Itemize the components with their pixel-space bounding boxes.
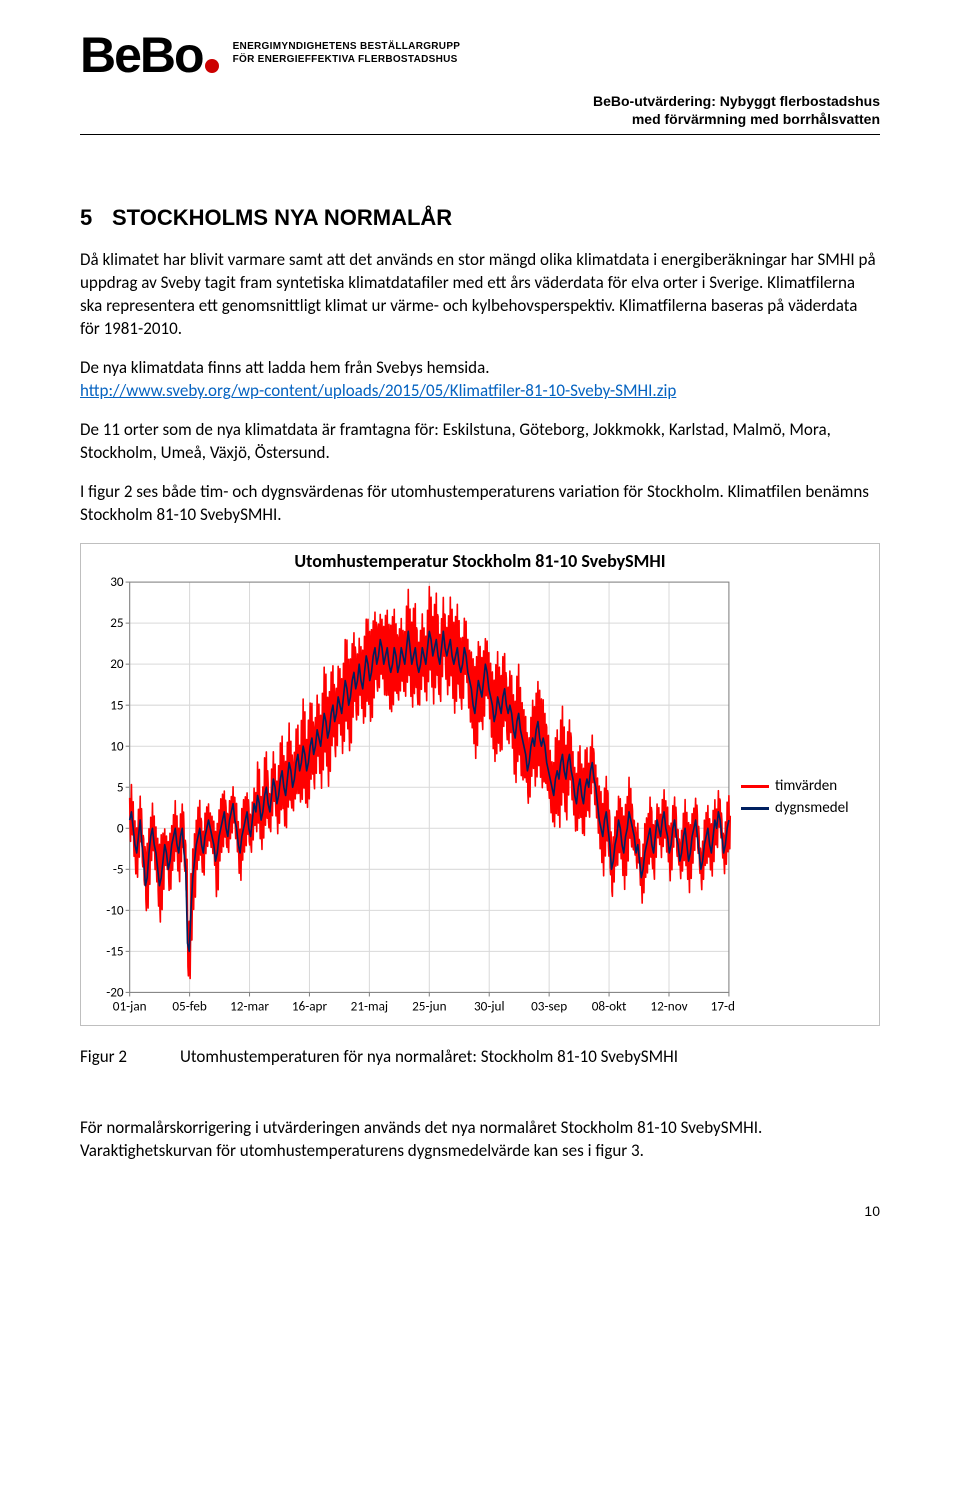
- chart-legend: timvärden dygnsmedel: [735, 777, 875, 821]
- svg-text:20: 20: [110, 655, 124, 672]
- logo-subtitle: ENERGIMYNDIGHETENS BESTÄLLARGRUPP FÖR EN…: [233, 40, 461, 66]
- svg-text:30-jul: 30-jul: [474, 997, 505, 1014]
- section-heading: 5STOCKHOLMS NYA NORMALÅR: [80, 205, 880, 231]
- content: 5STOCKHOLMS NYA NORMALÅR Då klimatet har…: [80, 135, 880, 1162]
- svg-text:16-apr: 16-apr: [292, 997, 328, 1014]
- svg-text:15: 15: [110, 696, 123, 713]
- svg-text:17-dec: 17-dec: [711, 997, 735, 1014]
- paragraph: De nya klimatdata finns att ladda hem fr…: [80, 357, 880, 403]
- paragraph: Då klimatet har blivit varmare samt att …: [80, 249, 880, 341]
- svg-text:12-nov: 12-nov: [650, 997, 687, 1014]
- figure-2: Utomhustemperatur Stockholm 81-10 SvebyS…: [80, 543, 880, 1026]
- paragraph: I figur 2 ses både tim- och dygnsvärdena…: [80, 481, 880, 527]
- svg-text:0: 0: [117, 819, 124, 836]
- svg-text:5: 5: [117, 778, 124, 795]
- svg-text:25: 25: [110, 614, 123, 631]
- logo-text: BeBo: [80, 30, 203, 80]
- paragraph: För normalårskorrigering i utvärderingen…: [80, 1117, 880, 1163]
- logo: BeBo: [80, 30, 219, 80]
- document-title: BeBo-utvärdering: Nybyggt flerbostadshus…: [80, 92, 880, 135]
- logo-dot-icon: [205, 59, 219, 73]
- paragraph: De 11 orter som de nya klimatdata är fra…: [80, 419, 880, 465]
- figure-caption: Figur 2Utomhustemperaturen för nya norma…: [80, 1046, 880, 1067]
- legend-swatch-icon: [741, 807, 769, 810]
- download-link[interactable]: http://www.sveby.org/wp-content/uploads/…: [80, 380, 676, 401]
- temperature-chart: -20-15-10-505101520253001-jan05-feb12-ma…: [85, 576, 735, 1023]
- page-number: 10: [80, 1203, 880, 1219]
- svg-text:03-sep: 03-sep: [531, 997, 567, 1014]
- svg-text:08-okt: 08-okt: [592, 997, 627, 1014]
- svg-text:21-maj: 21-maj: [351, 997, 388, 1014]
- svg-text:25-jun: 25-jun: [412, 997, 446, 1014]
- legend-swatch-icon: [741, 785, 769, 788]
- chart-title: Utomhustemperatur Stockholm 81-10 SvebyS…: [85, 550, 875, 572]
- svg-text:30: 30: [110, 576, 124, 590]
- svg-text:10: 10: [110, 737, 124, 754]
- svg-text:-10: -10: [106, 901, 124, 918]
- page-header: BeBo ENERGIMYNDIGHETENS BESTÄLLARGRUPP F…: [80, 30, 880, 88]
- svg-text:01-jan: 01-jan: [113, 997, 147, 1014]
- svg-text:12-mar: 12-mar: [230, 997, 269, 1014]
- svg-text:-15: -15: [106, 942, 123, 959]
- legend-item-tim: timvärden: [741, 777, 875, 795]
- svg-text:-5: -5: [113, 860, 124, 877]
- legend-item-dygn: dygnsmedel: [741, 799, 875, 817]
- svg-text:05-feb: 05-feb: [172, 997, 207, 1014]
